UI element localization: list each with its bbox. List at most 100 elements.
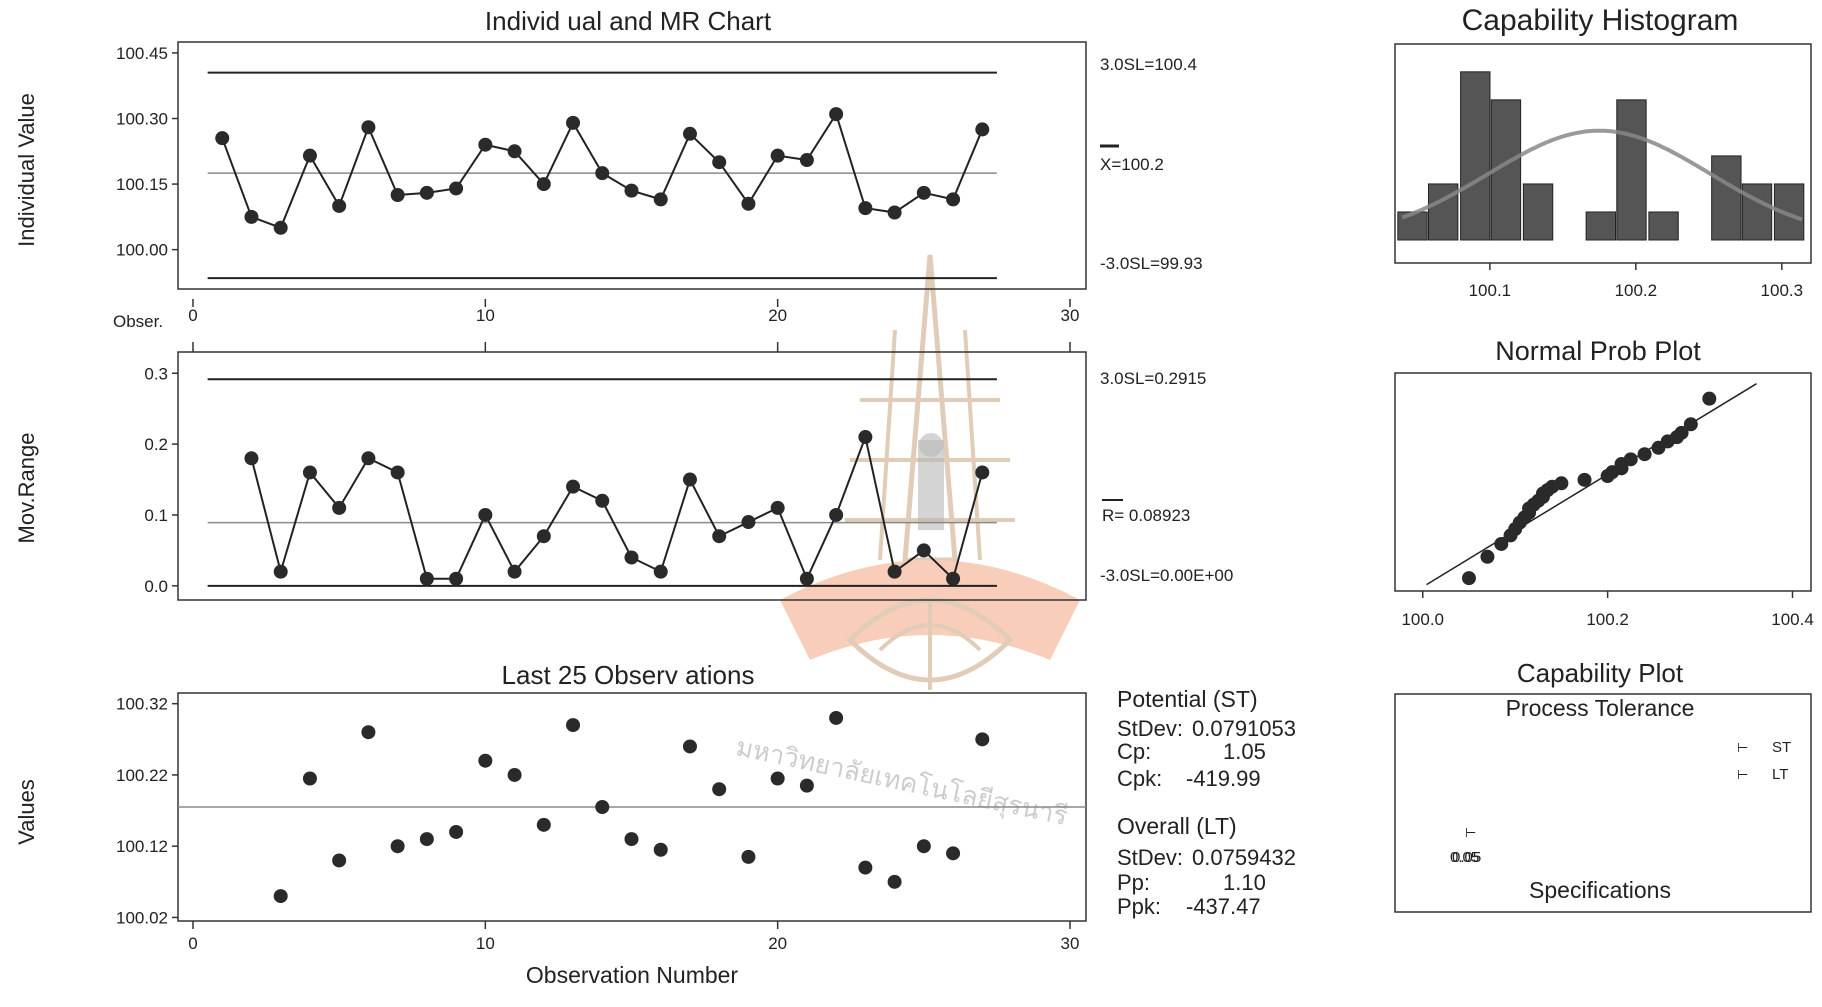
st-stdev-value: 0.0791053: [1192, 716, 1296, 741]
data-point: [1637, 447, 1652, 462]
chart-title: Individ ual and MR Chart: [485, 6, 772, 36]
spec-tick-marker: ⊢: [1465, 825, 1476, 840]
data-point: [215, 131, 230, 146]
y-tick-label: 100.15: [116, 175, 168, 194]
moving-range-chart: Mov.Range 0.0 0.1 0.2 0.3 3.0SL=0.2915 R= 0…: [14, 342, 1233, 601]
center-label: R= 0.08923: [1102, 506, 1190, 525]
y-axis-label: Values: [14, 779, 39, 845]
histogram-bar: [1427, 183, 1459, 241]
data-point: [449, 824, 464, 839]
pp-value: 1.10: [1223, 870, 1266, 895]
last-25-observations-chart: Last 25 Observ ations Values 100.02 100.1…: [14, 660, 1087, 988]
legend-st: ST: [1772, 739, 1791, 756]
potential-title: Potential (ST): [1117, 686, 1258, 712]
data-point: [770, 771, 785, 786]
data-point: [682, 739, 697, 754]
lcl-label: -3.0SL=99.93: [1100, 254, 1203, 273]
histogram-bar: [1741, 183, 1773, 241]
data-point: [887, 564, 902, 579]
data-point: [741, 849, 756, 864]
data-point: [887, 205, 902, 220]
data-point: [1577, 472, 1592, 487]
data-points: [1461, 391, 1717, 586]
fit-line: [1426, 383, 1757, 586]
data-point: [624, 183, 639, 198]
x-tick-label: 30: [1061, 306, 1080, 325]
data-point: [682, 472, 697, 487]
data-point: [566, 115, 581, 130]
chart-title: Last 25 Observ ations: [502, 660, 755, 690]
data-point: [507, 144, 522, 159]
y-tick-label: 100.30: [116, 110, 168, 129]
y-axis-ticks: 0.0 0.1 0.2 0.3: [144, 342, 1071, 596]
chart-title: Normal Prob Plot: [1495, 336, 1701, 366]
data-point: [536, 529, 551, 544]
data-point: [361, 725, 376, 740]
ppk-value: -437.47: [1186, 894, 1261, 919]
data-point: [273, 220, 288, 235]
data-point: [653, 564, 668, 579]
data-point: [858, 201, 873, 216]
data-point: [829, 507, 844, 522]
data-point: [916, 839, 931, 854]
data-point: [595, 166, 610, 181]
data-point: [536, 817, 551, 832]
data-point: [1480, 549, 1495, 564]
individual-value-chart: Individ ual and MR Chart Individual Valu…: [14, 6, 1203, 331]
ucl-label: 3.0SL=100.4: [1100, 55, 1197, 74]
ppk-label: Ppk:: [1117, 894, 1161, 919]
data-point: [858, 860, 873, 875]
tick-label-b: 0.05: [1452, 849, 1481, 866]
chart-title: Capability Plot: [1517, 658, 1684, 688]
data-point: [1554, 476, 1569, 491]
x-tick-label: 100.4: [1771, 610, 1814, 629]
data-point: [361, 451, 376, 466]
plot-frame: [177, 41, 1087, 290]
y-tick-label: 100.00: [116, 241, 168, 260]
lt-stdev-label: StDev:: [1117, 845, 1183, 870]
data-point: [829, 710, 844, 725]
histogram-bars: [1397, 71, 1805, 241]
capability-histogram: Capability Histogram 100.1 100.2 100.3: [1394, 4, 1812, 300]
data-point: [390, 839, 405, 854]
overall-title: Overall (LT): [1117, 813, 1237, 839]
st-stdev-label: StDev:: [1117, 716, 1183, 741]
x-tick-label: 100.0: [1401, 610, 1444, 629]
data-point: [566, 718, 581, 733]
data-point: [566, 479, 581, 494]
y-tick-label: 100.32: [116, 695, 168, 714]
data-point: [799, 571, 814, 586]
x-axis-ticks: 100.0 100.2 100.4: [1401, 591, 1814, 629]
data-point: [244, 209, 259, 224]
data-point: [507, 564, 522, 579]
data-point: [449, 571, 464, 586]
data-point: [653, 192, 668, 207]
plot-frame: [1394, 693, 1812, 913]
data-point: [946, 571, 961, 586]
data-point: [1683, 417, 1698, 432]
data-point: [419, 571, 434, 586]
data-point: [390, 188, 405, 203]
histogram-bar: [1648, 211, 1679, 241]
data-point: [302, 771, 317, 786]
data-point: [741, 515, 756, 530]
y-tick-label: 100.12: [116, 837, 168, 856]
data-point: [273, 564, 288, 579]
y-tick-label: 100.22: [116, 766, 168, 785]
data-point: [449, 181, 464, 196]
lt-stdev-value: 0.0759432: [1192, 845, 1296, 870]
chart-title: Capability Histogram: [1462, 4, 1739, 37]
data-point: [829, 107, 844, 122]
x-tick-label: 10: [476, 934, 495, 953]
y-tick-label: 100.45: [116, 44, 168, 63]
x-axis-label: Obser.: [113, 312, 163, 331]
data-point: [595, 493, 610, 508]
control-limits: [207, 378, 997, 587]
data-point: [419, 185, 434, 200]
plot-frame: [177, 351, 1087, 601]
histogram-bar: [1460, 71, 1491, 241]
data-point: [770, 148, 785, 163]
data-point: [478, 753, 493, 768]
data-point: [302, 465, 317, 480]
